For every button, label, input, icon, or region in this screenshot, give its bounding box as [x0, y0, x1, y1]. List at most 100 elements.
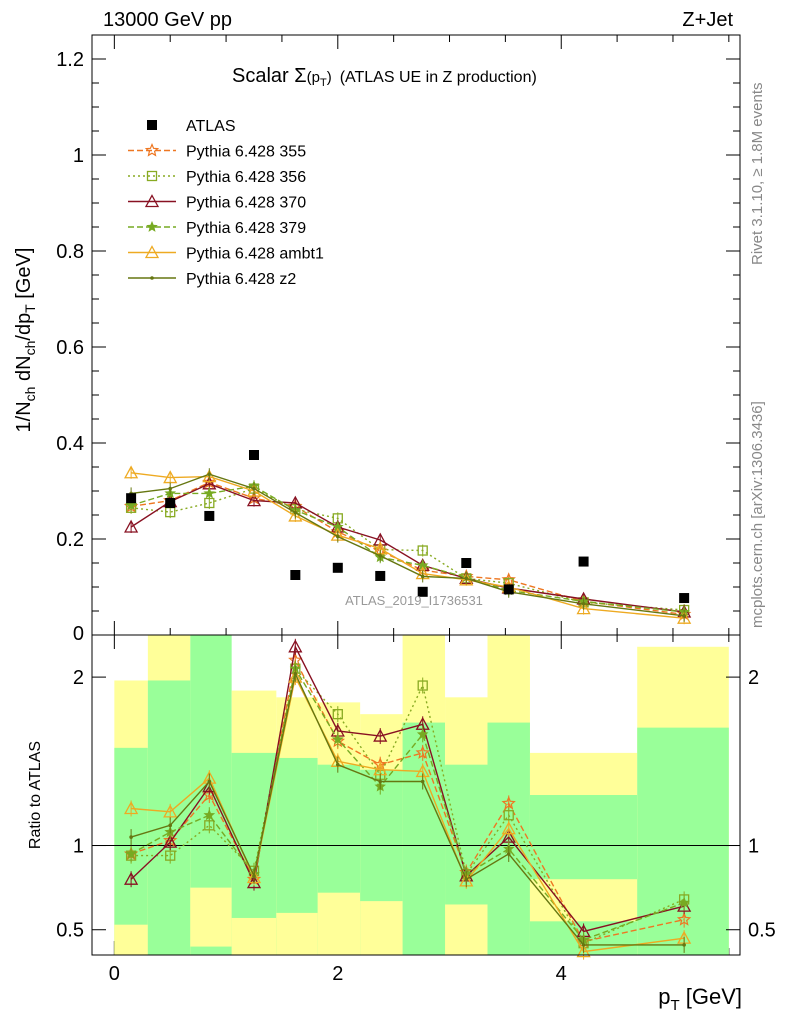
legend-label-4: Pythia 6.428 ambt1 [186, 246, 324, 263]
ratio-point [203, 809, 216, 821]
ratio-point [682, 943, 686, 947]
series-point [203, 487, 216, 499]
data-point [375, 570, 386, 581]
y-tick-label-zero: 0 [73, 623, 84, 645]
ratio-point [163, 834, 178, 848]
series-point [464, 576, 469, 581]
ratio-point [378, 779, 383, 784]
data-point [332, 562, 343, 573]
ratio-point [676, 912, 692, 926]
data-point [249, 450, 259, 460]
ratio-point [168, 823, 173, 828]
band-hole [317, 892, 361, 955]
band-hole [114, 924, 148, 955]
title-close: ) [327, 69, 332, 86]
ratio-tick-label-right: 2 [748, 667, 759, 689]
title-main: Scalar Σ [232, 65, 307, 87]
series-point [677, 610, 692, 624]
legend-label-1: Pythia 6.428 356 [186, 169, 306, 186]
ratio-tick-label-left: 1 [73, 836, 84, 858]
series-point [168, 486, 173, 491]
data-point [679, 593, 690, 604]
series-line-2 [130, 483, 685, 613]
data-point [417, 586, 428, 597]
ratio-tick-label-right: 1 [748, 836, 759, 858]
title-subT: T [320, 77, 327, 89]
series-point [124, 465, 139, 479]
legend-label-2: Pythia 6.428 370 [186, 195, 306, 212]
title-rest: (ATLAS UE in Z production) [340, 69, 537, 86]
y-axis-label-main: 1/Nch dNch/dpT [GeV] [13, 248, 38, 433]
y-tick-label: 0.8 [56, 241, 84, 263]
series-point [207, 472, 212, 477]
chart-title: Scalar Σ(pT) (ATLAS UE in Z production) [232, 65, 537, 89]
data-point [461, 558, 472, 568]
data-point [290, 570, 301, 580]
legend-marker-2 [144, 194, 160, 208]
mcplots-label: mcplots.cern.ch [arXiv:1306.3436] [749, 401, 766, 628]
ratio-point [124, 871, 139, 885]
legend-label-3: Pythia 6.428 379 [186, 220, 306, 237]
band-hole [231, 917, 277, 955]
series-point [682, 614, 686, 618]
band-inner [402, 722, 446, 955]
ratio-point [288, 669, 303, 683]
series-point [288, 508, 303, 522]
series-point [576, 601, 591, 615]
ratio-point [373, 728, 388, 742]
x-tick-label: 4 [556, 963, 567, 985]
band-hole [190, 887, 232, 947]
ratio-point [332, 709, 343, 720]
y-tick-label: 1.2 [56, 49, 84, 71]
y-tick-label: 0.6 [56, 337, 84, 359]
series-point [125, 499, 137, 511]
legend-label-0: Pythia 6.428 355 [186, 144, 306, 161]
series-point [378, 554, 383, 558]
legend-label-data: ATLAS [186, 118, 236, 135]
ratio-point [503, 810, 514, 821]
ratio-point [417, 680, 428, 691]
series-point [252, 486, 256, 491]
ratio-tick-label-left: 0.5 [56, 920, 84, 942]
main-panel: 0.2 0.4 0.6 0.8 1 1.2 0 [56, 34, 741, 955]
rivet-label: Rivet 3.1.10, ≥ 1.8M events [749, 83, 766, 266]
ratio-tick-label-right: 0.5 [748, 920, 776, 942]
x-axis-label: pT [GeV] [658, 984, 742, 1014]
ratio-point [576, 944, 591, 958]
data-point [126, 493, 137, 504]
ratio-tick-label-left: 2 [73, 667, 84, 689]
ratio-panel: 0.5 0.5 1 1 2 2 0 2 4 [56, 634, 776, 985]
analysis-label: ATLAS_2019_I1736531 [345, 593, 483, 608]
ratio-point [252, 874, 256, 878]
energy-label: 13000 GeV pp [103, 9, 232, 31]
legend-label-5: Pythia 6.428 z2 [186, 271, 296, 288]
y-tick-label: 1 [73, 145, 84, 167]
series-point [202, 469, 217, 483]
ratio-point [415, 745, 430, 759]
ratio-point [678, 896, 690, 908]
ratio-point [464, 877, 469, 882]
ratio-point [335, 762, 340, 767]
series-line-5 [131, 473, 685, 617]
series-point [124, 519, 139, 533]
band-hole [445, 904, 488, 955]
series-point [246, 493, 262, 507]
legend-marker-3 [146, 220, 158, 232]
data-point [578, 556, 589, 567]
data-point [503, 584, 514, 595]
process-label: Z+Jet [682, 9, 733, 31]
ratio-point [506, 852, 511, 856]
y-axis-label-ratio: Ratio to ATLAS [27, 741, 44, 849]
ratio-point [416, 728, 429, 740]
ratio-line-2 [130, 644, 685, 933]
data-point [165, 498, 176, 508]
legend-marker-1 [146, 170, 158, 182]
ratio-point [129, 835, 133, 839]
band-inner [637, 727, 729, 955]
x-tick-label: 2 [332, 963, 343, 985]
series-point [417, 545, 428, 556]
legend-marker-0 [144, 142, 160, 157]
legend-marker-data [147, 120, 157, 130]
ratio-point [124, 801, 139, 815]
